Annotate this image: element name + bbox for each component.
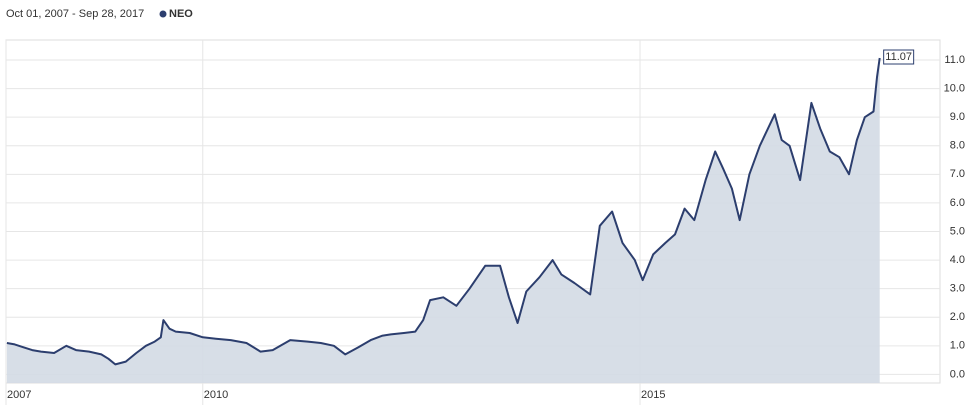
y-tick-label: 11.0 [944,54,965,66]
y-tick-label: 3.0 [950,283,965,295]
last-value-box [883,49,915,65]
y-tick-label: 0.0 [950,368,965,380]
x-tick-label: 2007 [7,389,31,401]
y-tick-label: 4.0 [950,254,965,266]
price-line [6,57,881,366]
legend-marker [159,10,167,18]
y-tick-label: 8.0 [950,140,965,152]
y-tick-label: 9.0 [950,111,965,123]
x-tick-label: 2010 [204,389,228,401]
y-tick-label: 7.0 [950,168,965,180]
x-tick-label: 2015 [641,389,665,401]
last-value-label: 11.07 [885,51,912,63]
legend-label: NEO [169,8,193,20]
y-tick-label: 6.0 [950,197,965,209]
area [6,58,880,383]
y-tick-label: 10.0 [944,82,965,94]
y-tick-label: 5.0 [950,225,965,237]
y-tick-label: 2.0 [950,311,965,323]
y-tick-label: 1.0 [950,340,965,352]
date-range: Oct 01, 2007 - Sep 28, 2017 [6,8,144,20]
